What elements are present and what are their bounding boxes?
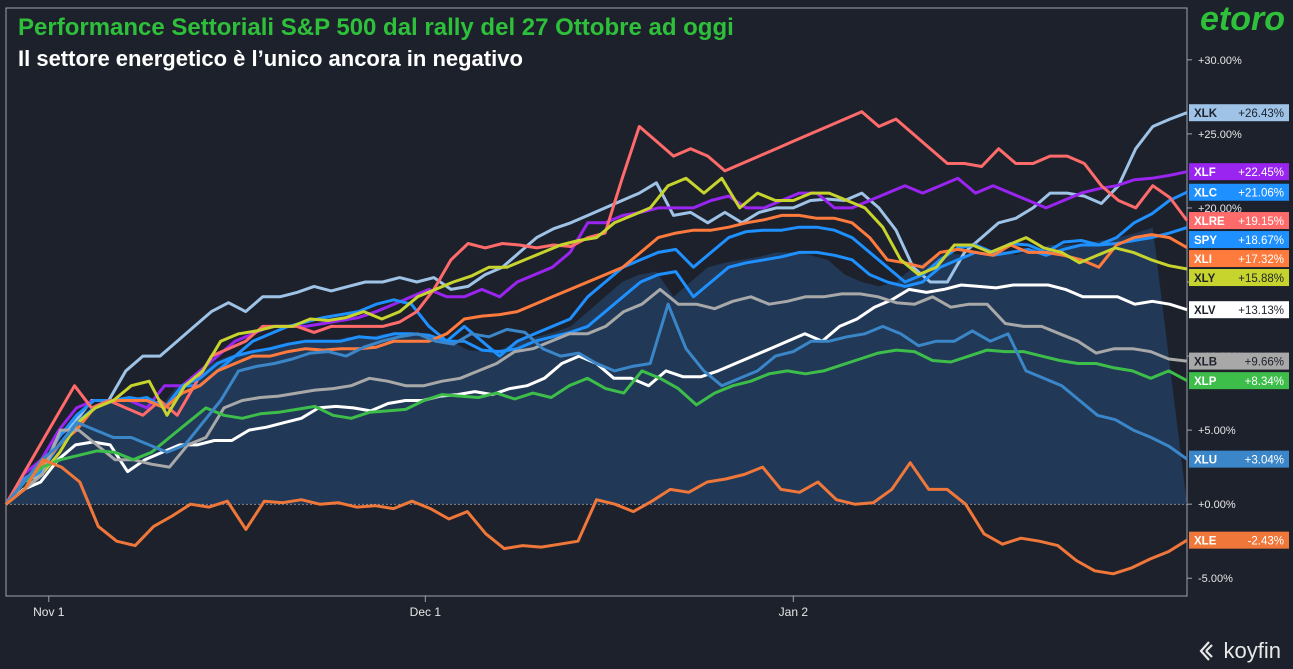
value-tag-name: XLV xyxy=(1194,305,1216,317)
y-tick-label: +0.00% xyxy=(1198,499,1236,511)
spy-area xyxy=(6,227,1187,505)
value-tag-name: XLK xyxy=(1194,108,1218,120)
value-tag-name: XLRE xyxy=(1194,216,1225,228)
value-tag-value: +3.04% xyxy=(1245,455,1284,467)
value-tag-name: XLE xyxy=(1194,536,1217,548)
value-tag-value: -2.43% xyxy=(1248,536,1284,548)
value-tag-xle: XLE -2.43% xyxy=(1189,531,1289,549)
x-tick-label: Jan 2 xyxy=(779,605,809,619)
value-tag-bg xyxy=(1189,352,1289,370)
chart-subtitle: Il settore energetico è l’unico ancora i… xyxy=(18,46,523,71)
value-tag-bg xyxy=(1189,183,1289,201)
value-tag-xlb: XLB +9.66% xyxy=(1189,352,1289,370)
y-tick-label: +25.00% xyxy=(1198,129,1242,141)
value-tag-bg xyxy=(1189,372,1289,390)
series-line-xly xyxy=(5,176,1188,506)
series-line-xlk xyxy=(4,111,1188,506)
value-tag-value: +13.13% xyxy=(1238,305,1284,317)
koyfin-logo: koyfin xyxy=(1198,638,1281,664)
value-tag-bg xyxy=(1189,231,1289,249)
value-tag-xli: XLI +17.32% xyxy=(1189,250,1289,268)
value-tag-bg xyxy=(1189,250,1289,268)
value-tag-value: +9.66% xyxy=(1245,357,1284,369)
value-tag-name: XLB xyxy=(1194,357,1217,369)
chart-title: Performance Settoriali S&P 500 dal rally… xyxy=(18,14,734,41)
koyfin-logo-text: koyfin xyxy=(1223,638,1281,663)
value-tag-bg xyxy=(1189,212,1289,230)
value-tag-bg xyxy=(1189,163,1289,181)
value-tag-bg xyxy=(1189,269,1289,287)
value-tag-bg xyxy=(1189,301,1289,319)
value-tag-value: +21.06% xyxy=(1238,188,1284,200)
value-tag-spy: SPY +18.67% xyxy=(1189,231,1289,249)
value-tag-xlk: XLK +26.43% xyxy=(1189,104,1289,122)
value-tag-bg xyxy=(1189,450,1289,468)
value-tag-bg xyxy=(1189,531,1289,549)
value-tag-xlu: XLU +3.04% xyxy=(1189,450,1289,468)
value-tag-value: +15.88% xyxy=(1238,273,1284,285)
series-line-xli xyxy=(4,213,1188,506)
y-tick-label: +30.00% xyxy=(1198,55,1242,67)
x-tick-label: Nov 1 xyxy=(33,605,65,619)
value-tag-name: XLU xyxy=(1194,455,1217,467)
y-tick-label: -5.00% xyxy=(1198,573,1233,585)
etoro-logo: etoro xyxy=(1200,0,1285,38)
value-tag-xlv: XLV +13.13% xyxy=(1189,301,1289,319)
y-tick-label: +5.00% xyxy=(1198,425,1236,437)
value-tag-xly: XLY +15.88% xyxy=(1189,269,1289,287)
value-tag-xlc: XLC +21.06% xyxy=(1189,183,1289,201)
value-tag-value: +8.34% xyxy=(1245,376,1284,388)
value-tag-name: XLF xyxy=(1194,167,1216,179)
value-tag-xlre: XLRE +19.15% xyxy=(1189,212,1289,230)
value-tag-xlf: XLF +22.45% xyxy=(1189,163,1289,181)
value-tag-value: +19.15% xyxy=(1238,216,1284,228)
value-tag-value: +26.43% xyxy=(1238,108,1284,120)
series-line-xlb xyxy=(5,287,1188,506)
series-line-xlp xyxy=(4,348,1188,506)
value-tag-value: +18.67% xyxy=(1238,235,1284,247)
koyfin-icon xyxy=(1199,641,1213,661)
series-line-xle xyxy=(5,458,1188,576)
value-tag-bg xyxy=(1189,104,1289,122)
value-tag-name: SPY xyxy=(1194,235,1217,247)
value-tag-name: XLP xyxy=(1194,376,1217,388)
value-tag-name: XLI xyxy=(1194,254,1212,266)
value-tag-name: XLC xyxy=(1194,188,1217,200)
series-line-xlu xyxy=(4,302,1188,506)
value-tag-value: +22.45% xyxy=(1238,167,1284,179)
value-tag-value: +17.32% xyxy=(1238,254,1284,266)
x-tick-label: Dec 1 xyxy=(410,605,442,619)
y-tick-label: +20.00% xyxy=(1198,203,1242,215)
value-tag-xlp: XLP +8.34% xyxy=(1189,372,1289,390)
value-tag-name: XLY xyxy=(1194,273,1216,285)
